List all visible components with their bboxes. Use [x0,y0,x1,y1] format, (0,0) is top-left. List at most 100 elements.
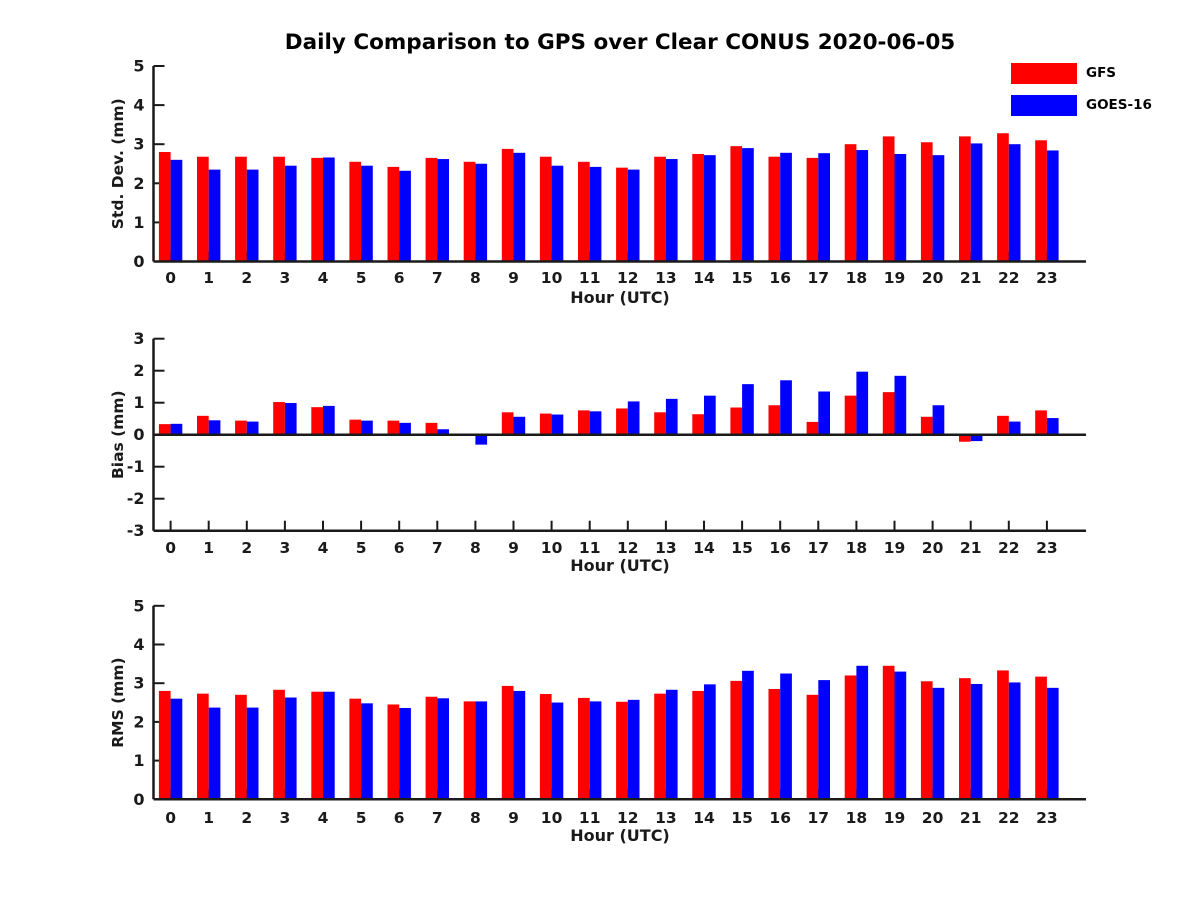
bar-goes16-h7 [437,698,449,800]
bar-goes16-h15 [742,384,754,435]
bar-goes16-h17 [818,153,830,262]
y-tick-label: 5 [133,57,144,76]
x-tick-label: 19 [884,269,906,287]
bar-goes16-h6 [399,707,411,800]
y-tick-label: 1 [133,751,144,770]
bar-gfs-h10 [539,156,552,262]
bar-goes16-h13 [665,398,678,435]
bar-goes16-h13 [665,689,678,800]
x-tick-label: 17 [808,269,830,287]
x-tick-label: 22 [998,809,1020,827]
bar-goes16-h21 [970,143,983,262]
bar-gfs-h15 [730,680,743,800]
bar-goes16-h11 [589,701,602,800]
x-tick-label: 4 [318,539,329,557]
x-tick-label: 8 [470,809,481,827]
x-tick-label: 12 [617,269,639,287]
bar-goes16-h17 [818,680,830,800]
bar-gfs-h9 [501,685,514,800]
bar-gfs-h7 [425,157,438,262]
bar-gfs-h14 [692,153,704,262]
bar-gfs-h23 [1035,410,1047,435]
legend-label-gfs: GFS [1086,65,1117,81]
y-tick-label: 2 [133,174,144,193]
x-tick-label: 1 [203,809,214,827]
bar-gfs-h10 [539,413,552,435]
bar-goes16-h5 [361,420,373,435]
x-tick-label: 17 [808,809,830,827]
bar-gfs-h17 [806,421,819,435]
x-tick-label: 11 [579,809,601,827]
y-axis-label: RMS (mm) [109,657,127,747]
bar-goes16-h14 [704,155,716,262]
bar-gfs-h4 [311,157,323,262]
y-tick-label: 0 [133,425,144,444]
bar-gfs-h3 [273,156,285,262]
x-tick-label: 23 [1036,539,1058,557]
bar-gfs-h8 [463,701,476,800]
x-tick-label: 20 [922,269,944,287]
x-tick-label: 15 [731,269,753,287]
x-tick-label: 23 [1036,269,1058,287]
bar-goes16-h18 [856,371,869,435]
x-tick-label: 22 [998,539,1020,557]
bar-gfs-h17 [806,157,819,262]
x-tick-label: 1 [203,539,214,557]
bar-gfs-h18 [844,144,857,262]
x-tick-label: 10 [541,539,563,557]
x-tick-label: 18 [846,809,868,827]
y-tick-label: 4 [133,96,144,115]
bar-goes16-h21 [970,434,983,442]
bar-goes16-h0 [170,698,183,800]
y-tick-label: 3 [133,674,144,693]
bar-goes16-h4 [323,157,335,262]
bar-goes16-h13 [665,159,678,262]
bar-gfs-h7 [425,422,438,435]
bar-goes16-h15 [742,670,754,800]
bar-goes16-h14 [704,395,716,435]
y-tick-label: -3 [127,521,145,540]
bar-gfs-h2 [235,156,247,262]
bar-goes16-h17 [818,391,830,435]
y-tick-label: 3 [133,329,144,348]
bar-goes16-h2 [246,169,259,262]
x-tick-label: 22 [998,269,1020,287]
bar-gfs-h12 [616,701,628,800]
bar-gfs-h20 [920,142,933,262]
bar-gfs-h19 [882,136,895,262]
bar-gfs-h14 [692,690,704,800]
bar-goes16-h22 [1008,144,1021,262]
bar-goes16-h2 [246,707,259,800]
x-tick-label: 8 [470,269,481,287]
bar-gfs-h1 [197,693,209,800]
bar-goes16-h7 [437,429,449,435]
x-tick-label: 16 [769,539,791,557]
y-tick-label: 0 [133,252,144,271]
bar-goes16-h4 [323,691,335,800]
x-tick-label: 6 [394,269,405,287]
x-tick-label: 14 [693,269,715,287]
chart-title: Daily Comparison to GPS over Clear CONUS… [284,30,956,55]
bar-gfs-h6 [387,420,400,435]
x-tick-label: 20 [922,809,944,827]
bar-gfs-h1 [197,156,209,262]
bar-gfs-h6 [387,704,400,800]
bar-goes16-h10 [551,165,564,262]
bar-gfs-h16 [768,405,781,435]
bar-gfs-h12 [616,408,628,435]
x-tick-label: 5 [356,809,367,827]
bar-gfs-h13 [654,412,666,435]
x-tick-label: 0 [165,269,176,287]
x-tick-label: 18 [846,539,868,557]
bar-goes16-h6 [399,170,411,262]
x-tick-label: 12 [617,539,639,557]
bar-gfs-h21 [959,678,971,800]
bar-goes16-h9 [513,152,526,262]
x-tick-label: 19 [884,809,906,827]
y-tick-label: 0 [133,790,144,809]
bar-gfs-h20 [920,416,933,435]
bar-gfs-h4 [311,691,323,800]
bar-goes16-h2 [246,421,259,435]
